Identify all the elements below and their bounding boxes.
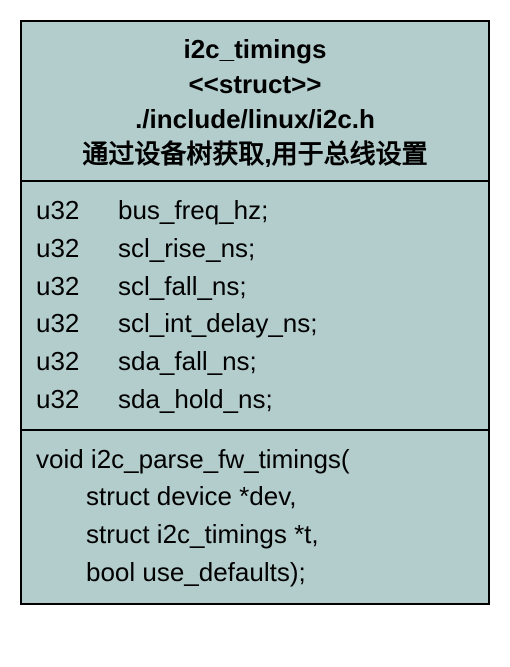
class-path: ./include/linux/i2c.h xyxy=(30,102,480,137)
field-name: scl_fall_ns; xyxy=(118,268,474,306)
field-type: u32 xyxy=(36,305,118,343)
field-row: u32 bus_freq_hz; xyxy=(36,192,474,230)
field-row: u32 scl_rise_ns; xyxy=(36,230,474,268)
uml-class-box: i2c_timings <<struct>> ./include/linux/i… xyxy=(20,20,490,605)
field-row: u32 sda_fall_ns; xyxy=(36,343,474,381)
field-name: scl_int_delay_ns; xyxy=(118,305,474,343)
uml-fields-section: u32 bus_freq_hz; u32 scl_rise_ns; u32 sc… xyxy=(22,182,488,430)
field-row: u32 sda_hold_ns; xyxy=(36,381,474,419)
field-type: u32 xyxy=(36,192,118,230)
method-signature-line: void i2c_parse_fw_timings( xyxy=(36,441,474,479)
uml-header-section: i2c_timings <<struct>> ./include/linux/i… xyxy=(22,22,488,182)
class-description: 通过设备树获取,用于总线设置 xyxy=(30,137,480,172)
field-type: u32 xyxy=(36,268,118,306)
method-param-line: struct i2c_timings *t, xyxy=(36,516,474,554)
field-name: bus_freq_hz; xyxy=(118,192,474,230)
field-type: u32 xyxy=(36,381,118,419)
field-row: u32 scl_int_delay_ns; xyxy=(36,305,474,343)
class-stereotype: <<struct>> xyxy=(30,67,480,102)
field-row: u32 scl_fall_ns; xyxy=(36,268,474,306)
field-type: u32 xyxy=(36,230,118,268)
field-name: sda_fall_ns; xyxy=(118,343,474,381)
method-param-line: struct device *dev, xyxy=(36,478,474,516)
method-param-line: bool use_defaults); xyxy=(36,554,474,592)
field-name: scl_rise_ns; xyxy=(118,230,474,268)
field-name: sda_hold_ns; xyxy=(118,381,474,419)
field-type: u32 xyxy=(36,343,118,381)
class-title: i2c_timings xyxy=(30,32,480,67)
uml-methods-section: void i2c_parse_fw_timings( struct device… xyxy=(22,431,488,604)
